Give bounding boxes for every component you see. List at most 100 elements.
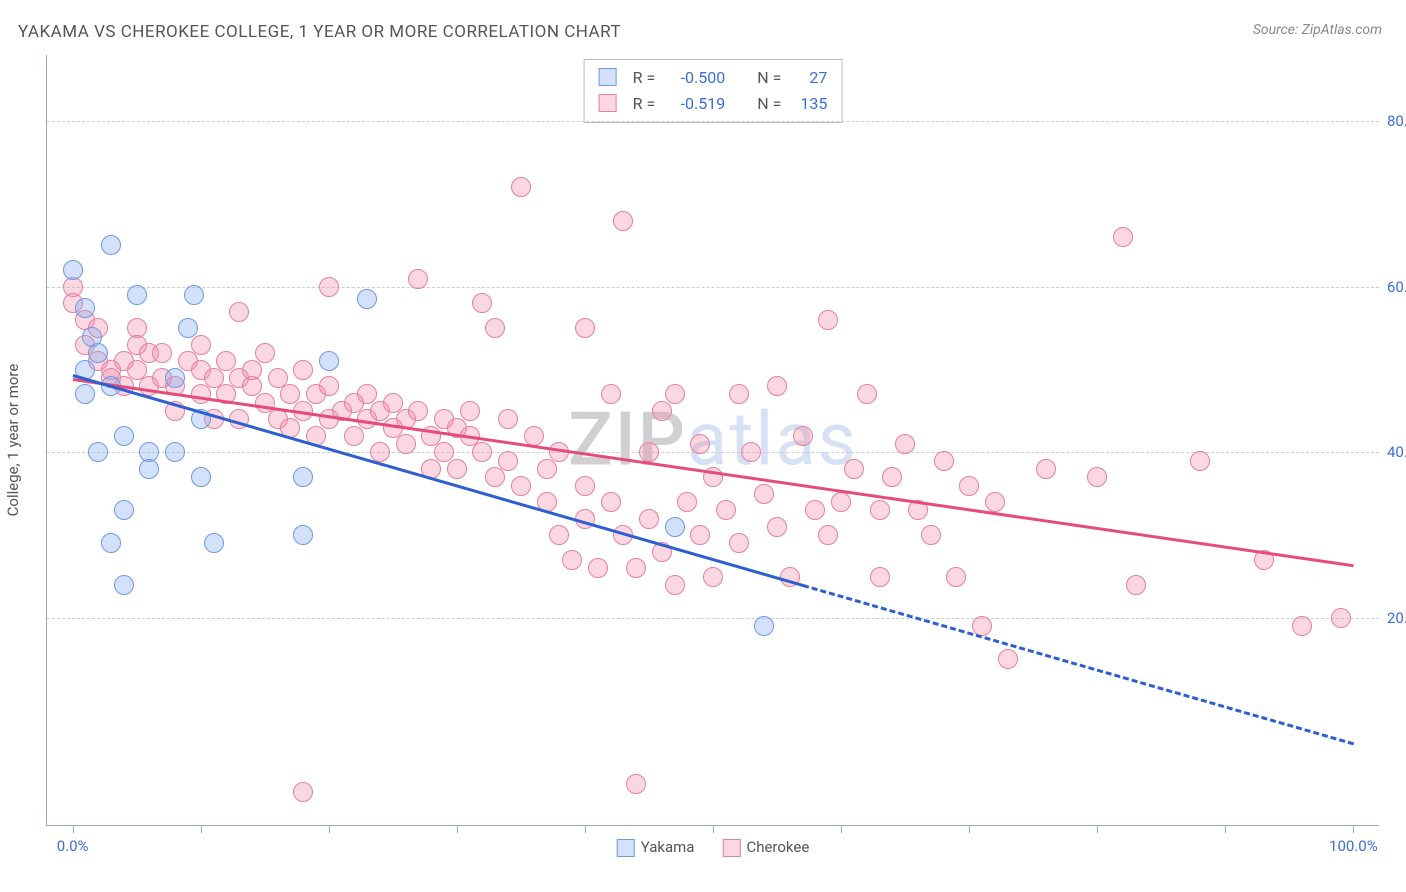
cherokee-point bbox=[729, 384, 749, 404]
r-label: R = bbox=[633, 94, 656, 113]
cherokee-point bbox=[831, 492, 851, 512]
cherokee-trendline bbox=[72, 378, 1353, 567]
cherokee-point bbox=[1190, 451, 1210, 471]
x-tick bbox=[329, 825, 330, 833]
cherokee-point bbox=[857, 384, 877, 404]
gridline bbox=[47, 287, 1379, 288]
cherokee-point bbox=[498, 409, 518, 429]
corr-row-yakama: R = -0.500 N = 27 bbox=[599, 64, 828, 90]
x-tick bbox=[969, 825, 970, 833]
cherokee-point bbox=[575, 318, 595, 338]
cherokee-point bbox=[729, 533, 749, 553]
y-tick-label: 80.0% bbox=[1387, 112, 1406, 130]
cherokee-point bbox=[1292, 616, 1312, 636]
yakama-point bbox=[178, 318, 198, 338]
cherokee-point bbox=[934, 451, 954, 471]
yakama-point bbox=[293, 467, 313, 487]
cherokee-r-value: -0.519 bbox=[665, 94, 725, 113]
source-credit: Source: ZipAtlas.com bbox=[1253, 22, 1382, 38]
yakama-r-value: -0.500 bbox=[665, 68, 725, 87]
chart-title: YAKAMA VS CHEROKEE COLLEGE, 1 YEAR OR MO… bbox=[18, 22, 621, 42]
y-axis-label: College, 1 year or more bbox=[4, 364, 22, 517]
cherokee-swatch-icon bbox=[722, 839, 740, 857]
cherokee-point bbox=[805, 500, 825, 520]
cherokee-point bbox=[652, 401, 672, 421]
cherokee-point bbox=[498, 451, 518, 471]
source-name: ZipAtlas.com bbox=[1302, 22, 1382, 38]
cherokee-point bbox=[741, 442, 761, 462]
n-label: N = bbox=[757, 94, 781, 113]
yakama-point bbox=[665, 517, 685, 537]
yakama-point bbox=[114, 500, 134, 520]
cherokee-point bbox=[191, 335, 211, 355]
cherokee-point bbox=[229, 302, 249, 322]
cherokee-point bbox=[626, 774, 646, 794]
cherokee-point bbox=[255, 343, 275, 363]
yakama-point bbox=[754, 616, 774, 636]
cherokee-swatch bbox=[599, 94, 617, 112]
cherokee-point bbox=[665, 575, 685, 595]
yakama-swatch bbox=[599, 68, 617, 86]
cherokee-point bbox=[408, 269, 428, 289]
cherokee-label: Cherokee bbox=[746, 838, 809, 856]
cherokee-point bbox=[1087, 467, 1107, 487]
yakama-point bbox=[165, 368, 185, 388]
yakama-point bbox=[88, 343, 108, 363]
scatter-plot-area: College, 1 year or more ZIPatlas R = -0.… bbox=[46, 55, 1379, 826]
cherokee-point bbox=[1113, 227, 1133, 247]
yakama-trendline-dashed bbox=[802, 584, 1354, 745]
cherokee-point bbox=[703, 567, 723, 587]
yakama-point bbox=[139, 459, 159, 479]
yakama-point bbox=[101, 235, 121, 255]
cherokee-point bbox=[870, 567, 890, 587]
cherokee-point bbox=[818, 310, 838, 330]
yakama-point bbox=[204, 533, 224, 553]
cherokee-point bbox=[408, 401, 428, 421]
yakama-swatch-icon bbox=[617, 839, 635, 857]
legend-item-cherokee: Cherokee bbox=[722, 838, 809, 857]
cherokee-point bbox=[472, 442, 492, 462]
cherokee-point bbox=[242, 360, 262, 380]
cherokee-point bbox=[946, 567, 966, 587]
cherokee-point bbox=[665, 384, 685, 404]
yakama-point bbox=[88, 442, 108, 462]
yakama-point bbox=[293, 525, 313, 545]
yakama-label: Yakama bbox=[641, 838, 695, 856]
cherokee-point bbox=[882, 467, 902, 487]
yakama-point bbox=[75, 384, 95, 404]
cherokee-point bbox=[537, 459, 557, 479]
y-tick-label: 20.0% bbox=[1387, 609, 1406, 627]
cherokee-point bbox=[588, 558, 608, 578]
corr-row-cherokee: R = -0.519 N = 135 bbox=[599, 90, 828, 116]
yakama-point bbox=[184, 285, 204, 305]
cherokee-point bbox=[767, 517, 787, 537]
yakama-point bbox=[101, 533, 121, 553]
legend-item-yakama: Yakama bbox=[617, 838, 695, 857]
cherokee-point bbox=[921, 525, 941, 545]
cherokee-point bbox=[639, 442, 659, 462]
x-tick bbox=[1353, 825, 1354, 833]
y-tick-label: 60.0% bbox=[1387, 278, 1406, 296]
yakama-point bbox=[319, 351, 339, 371]
cherokee-point bbox=[485, 467, 505, 487]
cherokee-point bbox=[293, 360, 313, 380]
cherokee-point bbox=[1331, 608, 1351, 628]
cherokee-point bbox=[870, 500, 890, 520]
cherokee-point bbox=[639, 509, 659, 529]
cherokee-point bbox=[793, 426, 813, 446]
cherokee-point bbox=[549, 525, 569, 545]
cherokee-point bbox=[460, 401, 480, 421]
yakama-point bbox=[63, 260, 83, 280]
cherokee-point bbox=[396, 434, 416, 454]
cherokee-point bbox=[485, 318, 505, 338]
cherokee-point bbox=[191, 384, 211, 404]
yakama-trendline bbox=[72, 374, 803, 587]
cherokee-point bbox=[1036, 459, 1056, 479]
x-tick-label: 0.0% bbox=[57, 837, 89, 855]
cherokee-point bbox=[767, 376, 787, 396]
yakama-point bbox=[114, 575, 134, 595]
x-tick bbox=[201, 825, 202, 833]
cherokee-point bbox=[447, 459, 467, 479]
x-tick bbox=[713, 825, 714, 833]
yakama-point bbox=[114, 426, 134, 446]
